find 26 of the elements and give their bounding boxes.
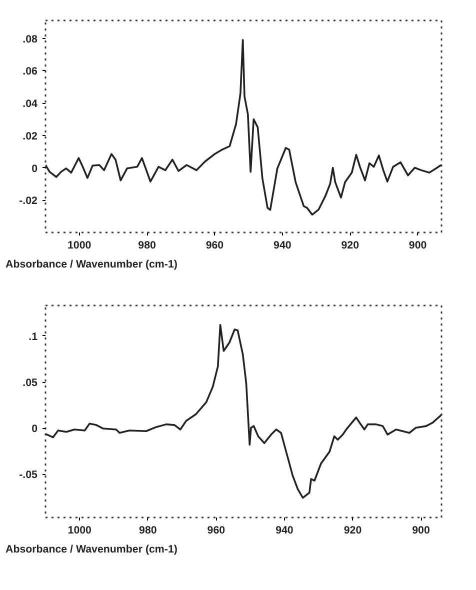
line-series: [46, 39, 442, 216]
x-tick-label: 920: [341, 240, 360, 252]
y-tick-label: -.02: [19, 195, 38, 208]
x-tick-label: 980: [139, 524, 157, 536]
y-tick-label: .02: [22, 130, 38, 142]
x-axis-title: Absorbance / Wavenumber (cm-1): [6, 544, 178, 556]
line-series: [46, 324, 442, 499]
x-tick-label: 1000: [68, 524, 92, 536]
y-tick-label: 0: [32, 162, 38, 175]
y-tick-label: 0: [32, 423, 38, 436]
x-tick-label: 960: [206, 240, 224, 252]
x-tick-label: 940: [276, 524, 294, 536]
x-tick-label: 1000: [67, 240, 92, 252]
x-tick-label: 960: [207, 524, 226, 536]
y-tick-label: .08: [22, 33, 38, 46]
x-tick-label: 920: [344, 524, 362, 536]
y-tick-label: .05: [22, 377, 38, 390]
y-tick-label: .06: [22, 66, 38, 78]
x-tick-label: 940: [274, 240, 292, 252]
y-tick-label: .04: [22, 98, 38, 110]
y-tick-label: .1: [28, 330, 38, 343]
x-axis-title: Absorbance / Wavenumber (cm-1): [6, 258, 178, 270]
x-tick-label: 900: [412, 524, 430, 536]
x-tick-label: 980: [138, 240, 156, 252]
y-tick-label: -.05: [19, 469, 38, 482]
x-tick-label: 900: [408, 240, 427, 252]
